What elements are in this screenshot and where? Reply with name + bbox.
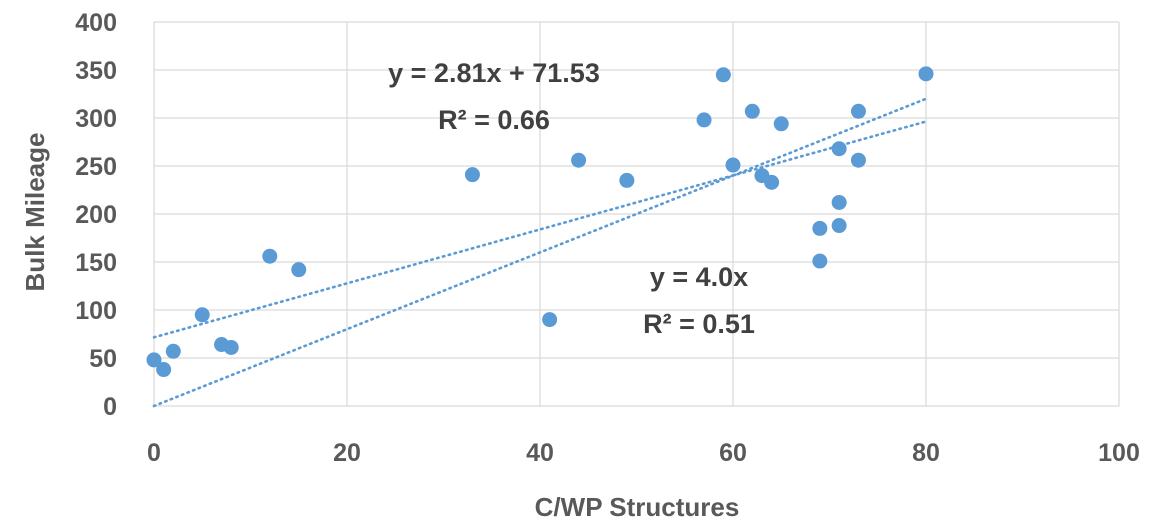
- data-point: [850, 103, 866, 119]
- data-point: [291, 262, 307, 278]
- y-tick-label: 250: [75, 153, 117, 181]
- data-point: [744, 103, 760, 119]
- data-point: [146, 352, 162, 368]
- data-point: [262, 248, 278, 264]
- data-point: [715, 67, 731, 83]
- data-point: [812, 220, 828, 236]
- x-tick-label: 80: [912, 439, 940, 467]
- trendline-1: [152, 120, 928, 339]
- data-point: [165, 343, 181, 359]
- data-points: [146, 66, 934, 378]
- data-point: [464, 167, 480, 183]
- data-point: [850, 152, 866, 168]
- x-tick-label: 0: [147, 439, 161, 467]
- trendlines: [152, 97, 928, 408]
- data-point: [764, 174, 780, 190]
- data-point: [542, 312, 558, 328]
- data-point: [773, 116, 789, 132]
- x-tick-label: 40: [526, 439, 554, 467]
- data-point: [156, 362, 172, 378]
- data-point: [619, 172, 635, 188]
- data-point: [194, 307, 210, 323]
- trendline-2-r-squared: R² = 0.51: [643, 309, 755, 339]
- y-tick-label: 50: [89, 345, 117, 373]
- trendline-2: [152, 97, 928, 408]
- trendline-1-label: y = 2.81x + 71.53 R² = 0.66: [388, 58, 600, 135]
- y-axis-title: Bulk Mileage: [20, 133, 50, 292]
- y-tick-label: 150: [75, 249, 117, 277]
- data-point: [725, 157, 741, 173]
- data-point: [831, 141, 847, 157]
- data-point: [831, 194, 847, 210]
- data-point: [696, 112, 712, 128]
- data-point: [223, 339, 239, 355]
- x-tick-labels: 0 20 40 60 80 100: [147, 439, 1140, 467]
- y-tick-label: 350: [75, 57, 117, 85]
- gridlines: [153, 21, 1120, 407]
- y-tick-label: 200: [75, 201, 117, 229]
- data-point: [812, 253, 828, 269]
- data-point: [831, 218, 847, 234]
- data-point: [918, 66, 934, 82]
- trendline-2-equation: y = 4.0x: [650, 262, 748, 292]
- data-point: [571, 152, 587, 168]
- y-tick-label: 0: [103, 393, 117, 421]
- x-tick-label: 100: [1098, 439, 1140, 467]
- x-tick-label: 20: [333, 439, 361, 467]
- trendline-1-equation: y = 2.81x + 71.53: [388, 58, 600, 88]
- x-axis-title: C/WP Structures: [535, 492, 740, 522]
- y-tick-labels: 0 50 100 150 200 250 300 350 400: [75, 9, 117, 421]
- y-tick-label: 300: [75, 105, 117, 133]
- x-tick-label: 60: [719, 439, 747, 467]
- y-tick-label: 100: [75, 297, 117, 325]
- trendline-2-label: y = 4.0x R² = 0.51: [643, 262, 755, 339]
- trendline-1-r-squared: R² = 0.66: [438, 105, 550, 135]
- y-tick-label: 400: [75, 9, 117, 37]
